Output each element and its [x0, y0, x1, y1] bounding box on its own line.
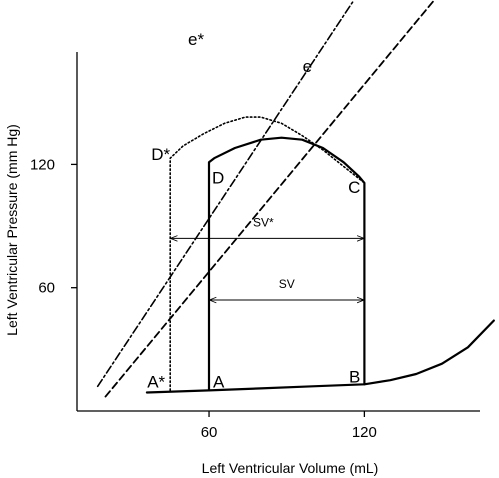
- edpvr-curve: [147, 321, 494, 393]
- point-label: A*: [147, 372, 165, 391]
- y-tick-label: 120: [30, 156, 55, 173]
- y-axis-title: Left Ventricular Pressure (mm Hg): [4, 124, 20, 336]
- point-label: B: [349, 367, 360, 386]
- point-label: D*: [151, 145, 170, 164]
- axes: 60 120 60 120: [30, 52, 480, 441]
- y-tick-label: 60: [38, 280, 55, 297]
- x-axis-title: Left Ventricular Volume (mL): [202, 460, 379, 476]
- annotations-layer: SV* SV A* A B C D D* e* e: [147, 30, 363, 391]
- line-label: e*: [188, 30, 204, 49]
- x-tick-label: 60: [201, 424, 218, 441]
- dimension-label: SV*: [253, 215, 274, 229]
- point-label: C: [348, 178, 360, 197]
- point-label: D: [212, 168, 224, 187]
- espvr-line-e-star: [98, 0, 354, 386]
- point-label: A: [213, 372, 225, 391]
- series-layer: [98, 0, 494, 397]
- pv-loop-baseline: [209, 138, 364, 391]
- x-tick-label: 120: [352, 424, 377, 441]
- espvr-line-e: [106, 0, 435, 397]
- line-label: e: [303, 57, 312, 76]
- pv-loop-inotropic: [170, 117, 364, 390]
- dimension-label: SV: [279, 277, 295, 291]
